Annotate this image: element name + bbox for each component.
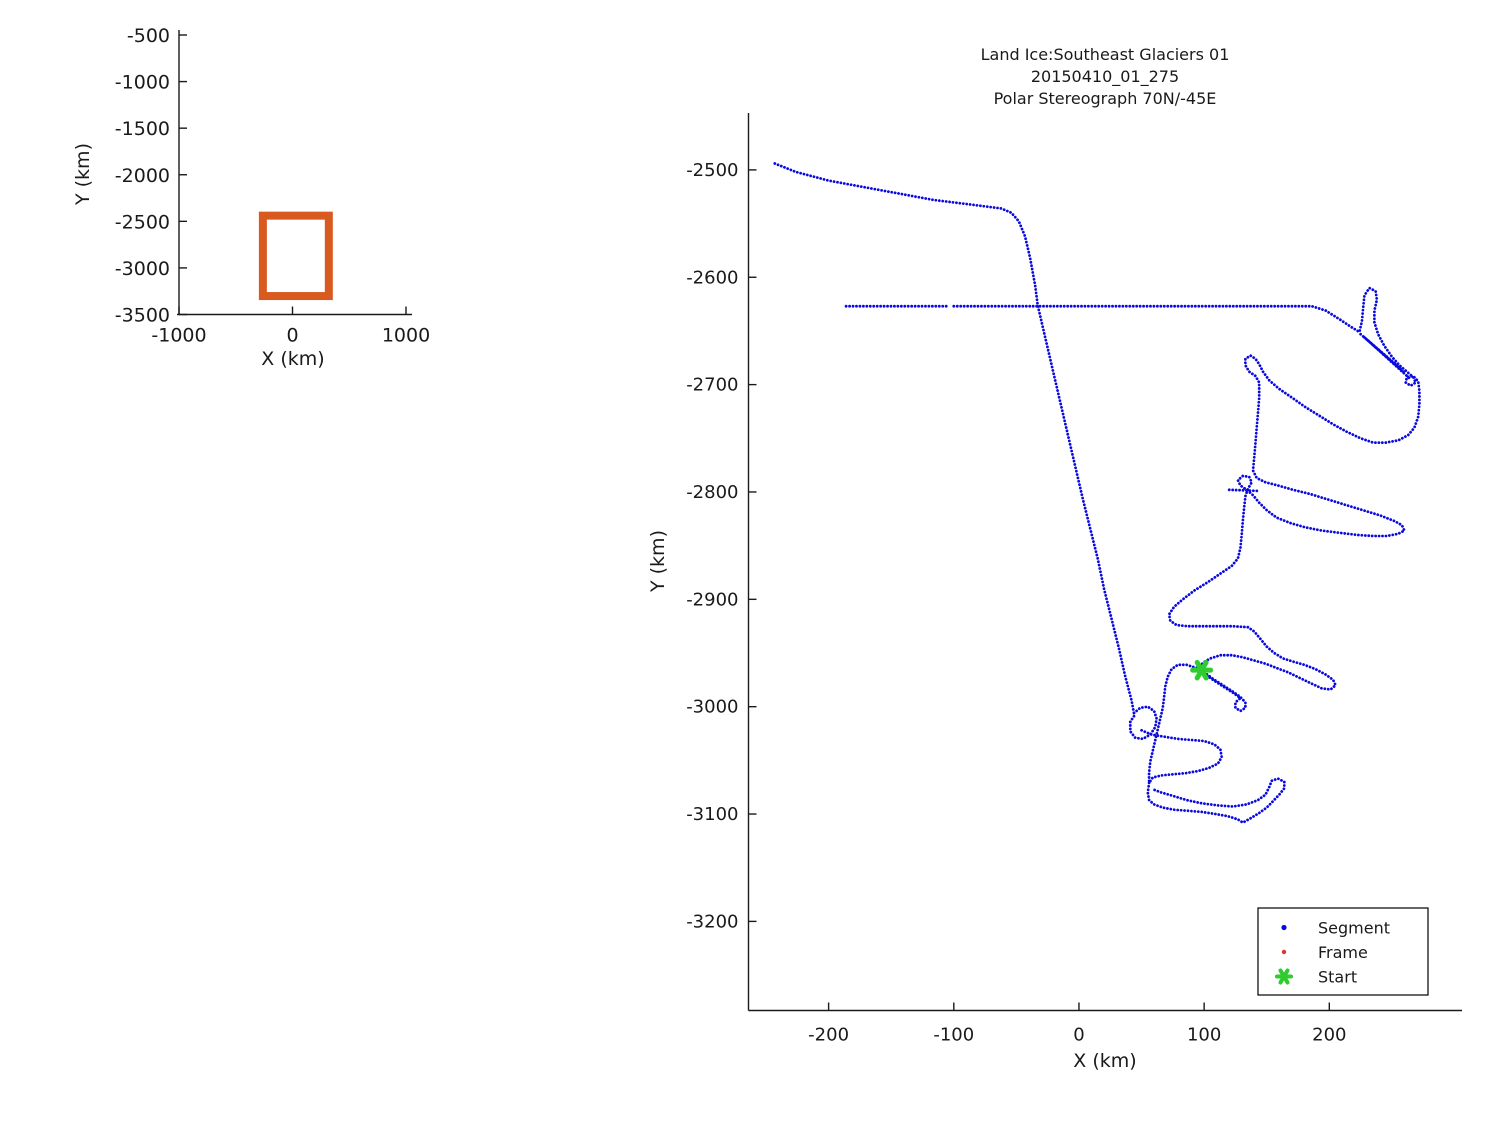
start-marker [1197,666,1206,675]
flight-track-segment [1147,663,1198,785]
legend-start-marker [1280,973,1288,980]
flight-track-segment [952,286,1421,691]
overview-y-tick-label: -1500 [115,118,170,140]
overview-y-tick-label: -2500 [115,211,170,233]
overview-x-axis-label: X (km) [261,348,325,370]
title-line-3: Polar Stereograph 70N/-45E [993,89,1217,108]
main-y-tick-label: -2700 [686,375,738,396]
flight-track-segment [1140,728,1224,785]
main-x-tick-label: -100 [933,1025,974,1046]
legend-item-label: Start [1318,968,1357,987]
main-y-tick-label: -3100 [686,804,738,825]
overview-x-tick-label: 1000 [382,325,430,347]
flight-track-segment [1146,777,1286,824]
main-y-axis-label: Y (km) [647,530,669,592]
overview-x-tick-label: -1000 [151,325,206,347]
legend-frame-marker [1281,949,1287,955]
flight-track-segment [1202,670,1247,713]
main-x-axis-label: X (km) [1073,1050,1137,1072]
main-y-tick-label: -3200 [686,911,738,932]
flight-track-segment [773,162,1136,715]
title-line-2: 20150410_01_275 [1030,67,1180,86]
main-y-tick-label: -2600 [686,267,738,288]
overview-y-tick-label: -3500 [115,305,170,327]
main-y-tick-label: -3000 [686,697,738,718]
overview-y-axis-label: Y (km) [72,143,94,205]
main-x-tick-label: 100 [1187,1025,1221,1046]
main-x-tick-label: -200 [808,1025,849,1046]
main-x-tick-label: 200 [1312,1025,1346,1046]
main-plot-title: Land Ice:Southeast Glaciers 01 20150410_… [748,44,1462,110]
legend-segment-marker [1281,924,1287,931]
flight-track-segment [1227,488,1260,493]
overview-x-tick-label: 0 [286,325,298,347]
overview-y-tick-label: -1000 [115,72,170,94]
flight-track-segment [1366,339,1411,380]
title-line-1: Land Ice:Southeast Glaciers 01 [980,45,1230,64]
legend-item-label: Frame [1318,943,1368,962]
coverage-extent-rect [258,211,333,301]
overview-y-tick-label: -500 [127,25,170,47]
overview-y-tick-label: -2000 [115,165,170,187]
legend-item-label: Segment [1318,919,1390,938]
overview-y-tick-label: -3000 [115,258,170,280]
main-x-tick-label: 0 [1073,1025,1084,1046]
main-y-tick-label: -2900 [686,589,738,610]
flight-track-segment [1128,705,1158,741]
main-y-tick-label: -2800 [686,482,738,503]
main-y-tick-label: -2500 [686,160,738,181]
